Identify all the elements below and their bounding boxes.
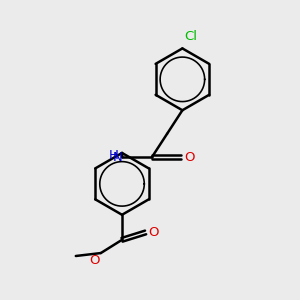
Text: O: O: [89, 254, 99, 267]
Text: O: O: [148, 226, 159, 239]
Text: H: H: [109, 148, 119, 161]
Text: O: O: [185, 151, 195, 164]
Text: N: N: [112, 151, 122, 164]
Text: Cl: Cl: [185, 30, 198, 43]
